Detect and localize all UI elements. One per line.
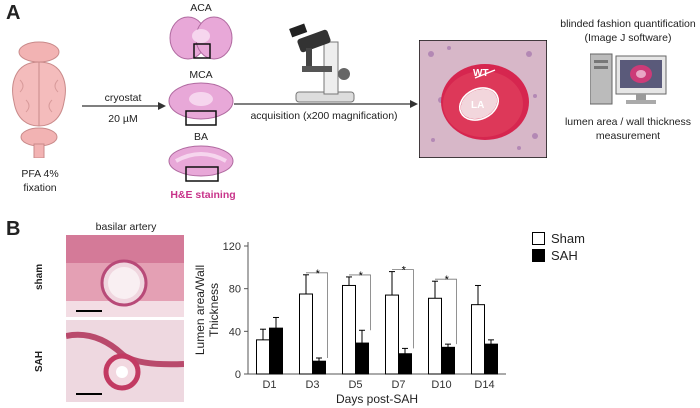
xlabel: Days post-SAH xyxy=(336,392,418,406)
bar-sham-d5 xyxy=(342,284,356,375)
chart-axes: 0 40 80 120 D1 D3 D5 D7 D10 D14 xyxy=(223,241,506,391)
significance-bracket xyxy=(392,269,414,349)
legend-label-sham: Sham xyxy=(551,230,585,246)
significance-star: * xyxy=(359,270,364,282)
row-label-sah: SAH xyxy=(34,350,45,372)
x-tick-label: D7 xyxy=(391,379,405,391)
section-label-aca: ACA xyxy=(190,2,212,14)
acquisition-label: acquisition (x200 magnification) xyxy=(250,110,398,122)
legend-item-sah: SAH xyxy=(532,246,585,264)
cryostat-label: cryostat xyxy=(104,92,142,104)
y-tick-label: 0 xyxy=(235,369,241,381)
fixation-label-1: PFA 4% xyxy=(21,168,59,180)
significance-bracket xyxy=(349,274,371,331)
significance-star: * xyxy=(402,265,407,277)
section-label-ba: BA xyxy=(193,131,208,143)
chart-legend: Sham SAH xyxy=(532,230,585,264)
chart-bars: * * * * xyxy=(256,265,498,375)
chart-ylabel: Lumen area/Wall Thickness xyxy=(193,265,221,355)
wt-label: WT xyxy=(473,68,489,79)
significance-star: * xyxy=(316,268,321,280)
x-tick-label: D5 xyxy=(348,379,362,391)
bar-sham-d10 xyxy=(428,297,442,375)
y-tick-label: 120 xyxy=(223,241,241,253)
stain-label: H&E staining xyxy=(170,189,236,201)
y-tick-label: 40 xyxy=(229,326,241,338)
y-tick-label: 80 xyxy=(229,284,241,296)
x-tick-label: D10 xyxy=(431,379,451,391)
quant-bottom-1: lumen area / wall thickness xyxy=(564,116,692,128)
bar-sah-d7 xyxy=(398,353,412,375)
x-tick-label: D3 xyxy=(305,379,319,391)
histology-title: basilar artery xyxy=(95,221,157,233)
micrograph-image: WT LA xyxy=(419,40,547,158)
section-aca xyxy=(169,16,233,60)
la-label: LA xyxy=(471,100,484,111)
quant-title-1: blinded fashion quantification xyxy=(560,18,696,30)
histology-sah-image xyxy=(66,320,184,402)
section-label-mca: MCA xyxy=(189,69,213,81)
legend-item-sham: Sham xyxy=(532,230,585,246)
x-tick-label: D1 xyxy=(262,379,276,391)
bar-sham-d3 xyxy=(299,293,313,375)
computer-icon xyxy=(590,53,667,105)
section-mca xyxy=(168,82,234,126)
bar-chart: Lumen area/Wall Thickness 0 40 80 120 D1 D3 D5… xyxy=(193,241,506,406)
quant-bottom-2: measurement xyxy=(595,130,661,142)
bar-sah-d10 xyxy=(441,346,455,375)
row-label-sham: sham xyxy=(34,263,45,290)
fixation-label-2: fixation xyxy=(23,182,57,194)
bar-sham-d7 xyxy=(385,294,399,375)
bar-sham-d14 xyxy=(471,304,485,375)
ylabel-line2: Thickness xyxy=(207,283,221,337)
legend-swatch-sham xyxy=(532,231,545,245)
legend-swatch-sah xyxy=(532,248,545,262)
bar-sah-d3 xyxy=(312,360,326,375)
quant-title-2: (Image J software) xyxy=(584,32,672,44)
x-tick-label: D14 xyxy=(474,379,494,391)
panel-a-letter: A xyxy=(6,2,21,24)
thickness-label: 20 µM xyxy=(108,113,138,125)
arrow-acquisition xyxy=(234,100,418,108)
significance-bracket xyxy=(435,278,457,345)
ylabel-line1: Lumen area/Wall xyxy=(193,265,207,355)
section-ba xyxy=(168,145,234,182)
bar-sah-d1 xyxy=(269,327,283,375)
bar-sah-d5 xyxy=(355,342,369,375)
significance-bracket xyxy=(306,272,328,358)
bar-sham-d1 xyxy=(256,339,270,375)
significance-star: * xyxy=(445,274,450,286)
arrow-cryostat xyxy=(82,102,166,110)
microscope-icon xyxy=(289,23,355,103)
brain-illustration xyxy=(12,41,66,158)
legend-label-sah: SAH xyxy=(551,247,578,263)
bar-sah-d14 xyxy=(484,343,498,375)
histology-sham-image xyxy=(66,235,184,317)
panel-b-letter: B xyxy=(6,218,21,240)
